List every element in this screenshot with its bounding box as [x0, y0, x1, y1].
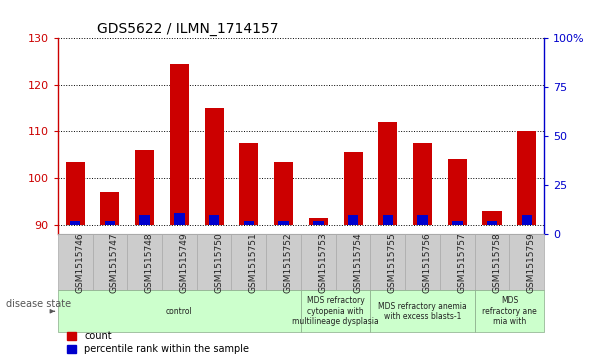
- Bar: [139, 215, 150, 225]
- Text: GSM1515752: GSM1515752: [283, 232, 292, 293]
- Text: GSM1515755: GSM1515755: [388, 232, 397, 293]
- Text: GSM1515757: GSM1515757: [457, 232, 466, 293]
- Bar: [522, 215, 532, 225]
- Bar: [517, 131, 536, 225]
- Bar: [487, 221, 497, 225]
- Bar: [170, 64, 189, 225]
- Bar: [344, 152, 362, 225]
- Bar: [348, 215, 358, 225]
- Bar: [413, 143, 432, 225]
- Bar: [66, 162, 85, 225]
- Bar: [378, 122, 398, 225]
- Text: GSM1515751: GSM1515751: [249, 232, 258, 293]
- Text: MDS refractory
cytopenia with
multilineage dysplasia: MDS refractory cytopenia with multilinea…: [292, 296, 379, 326]
- Bar: [174, 213, 185, 225]
- Bar: [274, 162, 293, 225]
- Text: GSM1515747: GSM1515747: [110, 232, 119, 293]
- Text: GSM1515759: GSM1515759: [527, 232, 536, 293]
- Text: control: control: [166, 307, 193, 316]
- Bar: [452, 221, 463, 225]
- Text: GSM1515756: GSM1515756: [423, 232, 432, 293]
- Bar: [105, 221, 115, 225]
- Bar: [309, 218, 328, 225]
- Bar: [135, 150, 154, 225]
- Text: disease state: disease state: [6, 299, 71, 309]
- Text: GSM1515749: GSM1515749: [179, 232, 188, 293]
- Text: GSM1515746: GSM1515746: [75, 232, 84, 293]
- Bar: [382, 215, 393, 225]
- Text: GSM1515750: GSM1515750: [214, 232, 223, 293]
- Bar: [100, 192, 119, 225]
- Text: GSM1515753: GSM1515753: [319, 232, 327, 293]
- Bar: [240, 143, 258, 225]
- Bar: [244, 221, 254, 225]
- Text: MDS
refractory ane
mia with: MDS refractory ane mia with: [482, 296, 537, 326]
- Bar: [447, 159, 467, 225]
- Text: MDS refractory anemia
with excess blasts-1: MDS refractory anemia with excess blasts…: [378, 302, 467, 321]
- Bar: [483, 211, 502, 225]
- Bar: [313, 221, 323, 225]
- Bar: [278, 221, 289, 225]
- Bar: [417, 215, 428, 225]
- Text: GSM1515754: GSM1515754: [353, 232, 362, 293]
- Text: GSM1515758: GSM1515758: [492, 232, 501, 293]
- Bar: [209, 215, 219, 225]
- Legend: count, percentile rank within the sample: count, percentile rank within the sample: [63, 327, 253, 358]
- Text: GSM1515748: GSM1515748: [145, 232, 154, 293]
- Bar: [204, 108, 224, 225]
- Text: GDS5622 / ILMN_1714157: GDS5622 / ILMN_1714157: [97, 22, 278, 36]
- Bar: [70, 221, 80, 225]
